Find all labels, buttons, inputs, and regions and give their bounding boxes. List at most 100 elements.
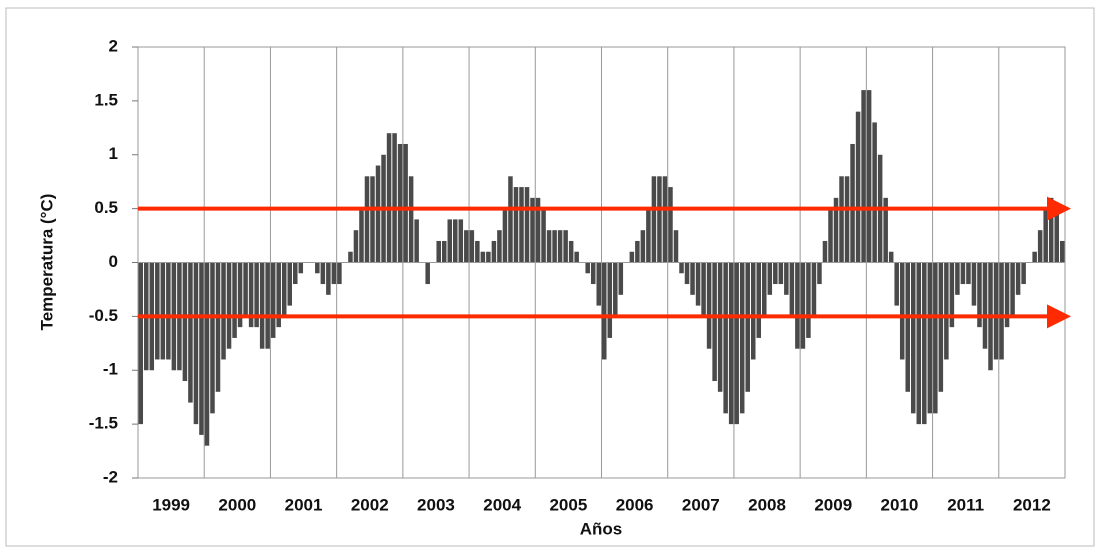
bar (337, 262, 342, 285)
bar (949, 262, 955, 328)
bar (657, 176, 662, 263)
bar (933, 262, 938, 414)
bar (1037, 230, 1043, 263)
bar (844, 176, 850, 263)
bar (453, 219, 458, 263)
bar (734, 262, 739, 425)
bar (392, 133, 397, 263)
bar (210, 262, 215, 414)
bar (315, 262, 320, 274)
bar (977, 262, 982, 328)
bar (232, 262, 237, 338)
bar (828, 208, 833, 263)
bar (1043, 208, 1048, 263)
bar (441, 240, 447, 263)
bar (331, 262, 337, 285)
bar (155, 262, 160, 360)
bar (938, 262, 944, 392)
bar (668, 187, 673, 263)
bar (502, 208, 508, 263)
x-tick-label: 2005 (549, 495, 587, 514)
bar (679, 262, 684, 274)
bar (160, 262, 166, 360)
bar (199, 262, 204, 435)
bar (1054, 208, 1059, 263)
bar (618, 262, 624, 295)
bar (1059, 240, 1065, 263)
bar (916, 262, 922, 425)
bar (717, 262, 723, 392)
bar (635, 240, 640, 263)
bar (436, 240, 441, 263)
bar (651, 176, 657, 263)
bar (508, 176, 513, 263)
bar (364, 176, 370, 263)
x-tick-label: 2012 (1013, 495, 1051, 514)
bar (894, 262, 899, 306)
bar (425, 262, 430, 285)
bar (486, 251, 491, 263)
bar (712, 262, 717, 382)
bar (215, 262, 221, 392)
bar (640, 230, 646, 263)
bar (590, 262, 596, 285)
bar (723, 262, 728, 414)
bar (348, 251, 353, 263)
bar (646, 208, 651, 263)
bar (491, 240, 497, 263)
bar (1048, 197, 1054, 263)
bar (480, 251, 486, 263)
bar (1032, 251, 1037, 263)
bar (226, 262, 232, 349)
bar (767, 262, 773, 295)
bar (403, 143, 408, 263)
bar (359, 208, 364, 263)
bar (971, 262, 977, 306)
bar (563, 230, 568, 263)
bar (662, 176, 668, 263)
bar (375, 165, 381, 263)
bar (822, 240, 828, 263)
bar (188, 262, 193, 403)
bar (557, 230, 563, 263)
bar (458, 219, 464, 263)
bar (519, 187, 524, 263)
bar (899, 262, 905, 360)
x-tick-label: 2007 (682, 495, 720, 514)
bar (265, 262, 270, 349)
x-tick-label: 2008 (748, 495, 786, 514)
bar (281, 262, 287, 317)
bar (1015, 262, 1021, 295)
x-tick-label: 2003 (417, 495, 455, 514)
bar (955, 262, 960, 295)
bar (320, 262, 326, 285)
bar (475, 240, 480, 263)
bar (756, 262, 762, 338)
bar (690, 262, 695, 295)
bar (497, 230, 502, 263)
x-tick-label: 2011 (947, 495, 984, 514)
bar (204, 262, 210, 446)
bar (911, 262, 916, 414)
bar (806, 262, 811, 338)
bar (922, 262, 927, 425)
bar (408, 176, 414, 263)
bar (839, 176, 844, 263)
bar (574, 251, 579, 263)
bar (1021, 262, 1026, 285)
bar (1004, 262, 1010, 328)
y-tick-label: 1 (109, 144, 118, 163)
bar (193, 262, 199, 425)
y-tick-label: -1 (103, 360, 118, 379)
bar (778, 262, 784, 285)
bar (613, 262, 618, 317)
bar (414, 219, 419, 263)
bar (982, 262, 988, 349)
x-tick-label: 2000 (218, 495, 256, 514)
bar (944, 262, 949, 360)
bar (535, 197, 541, 263)
bar (789, 262, 795, 317)
bar (237, 262, 243, 328)
bar (850, 143, 855, 263)
